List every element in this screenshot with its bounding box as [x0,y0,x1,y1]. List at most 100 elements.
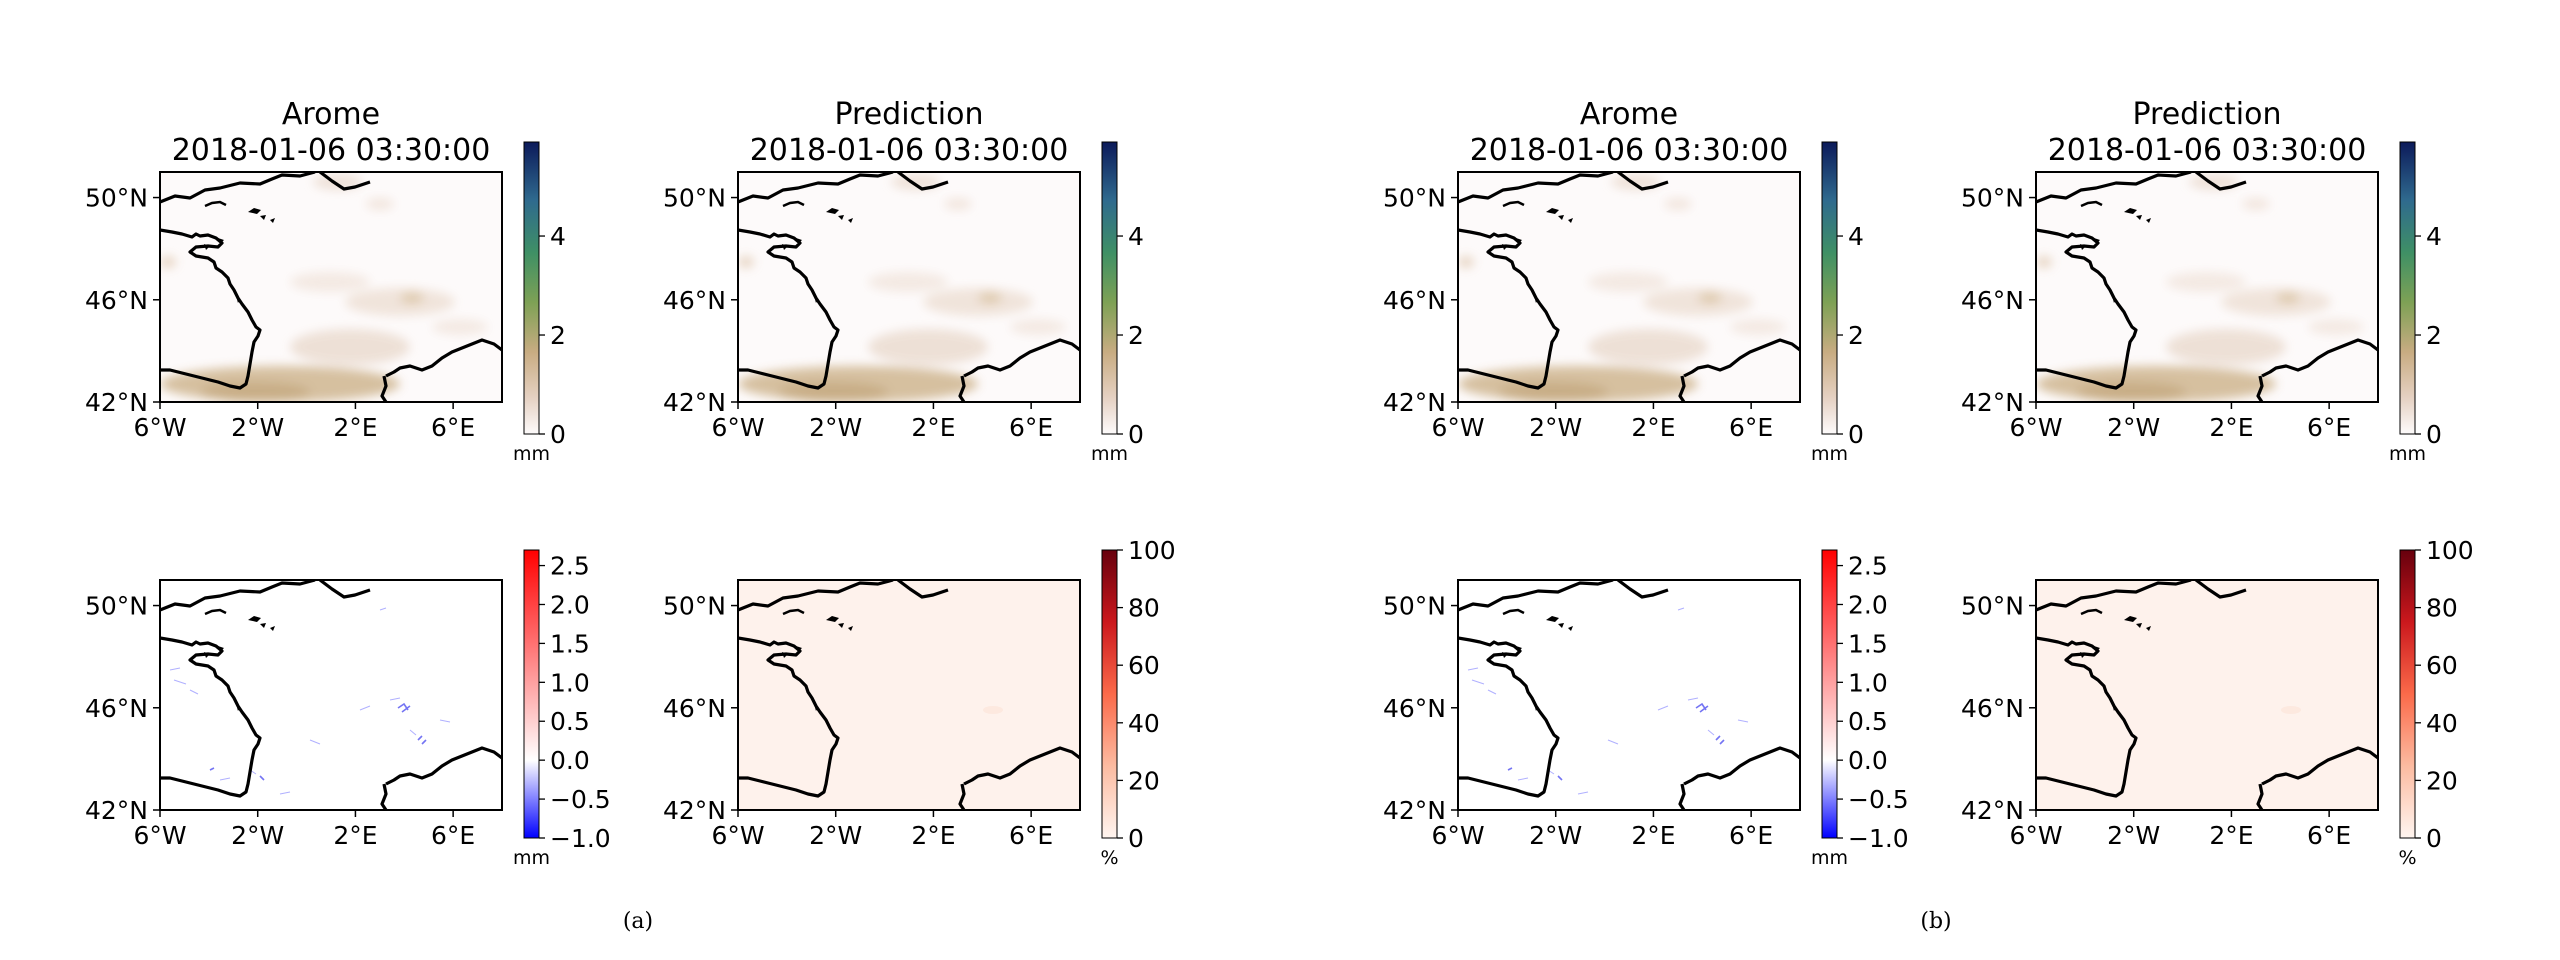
colorbar-tick-label: 2.0 [550,590,590,619]
x-tick-label: 2°W [1529,821,1582,850]
map-panel-a-r2c1: 6°W 2°W 2°E 6°E 50°N 46°N 42°N −1.0 −0.5 0.0 0.5 1.… [85,549,611,869]
colorbar-tick-label: 4 [550,222,566,251]
map-frame [2035,579,2379,811]
data-field [2036,172,2378,402]
y-tick-label: 42°N [663,388,726,417]
map-panel-b-r2c2: 6°W 2°W 2°E 6°E 50°N 46°N 42°N 0 20 40 60 80 100% [1961,536,2474,869]
colorbar-tick-label: 4 [2426,222,2442,251]
colorbar-tick-label: 80 [1128,594,1160,623]
panel-timestamp: 2018-01-06 03:30:00 [1470,133,1789,168]
colorbar-tick-label: 2.5 [550,552,590,581]
colorbar-unit: % [1100,847,1118,869]
colorbar-tick-label: 0 [1128,824,1144,853]
y-tick-label: 42°N [663,796,726,825]
x-tick-label: 6°W [2009,413,2062,442]
colorbar-unit: mm [2389,443,2426,465]
y-tick-label: 46°N [663,286,726,315]
data-field [738,172,1080,402]
colorbar [1101,141,1118,435]
colorbar-unit: mm [1811,443,1848,465]
panel-timestamp: 2018-01-06 03:30:00 [750,133,1069,168]
x-tick-label: 2°E [911,821,955,850]
colorbar-tick-label: 20 [1128,766,1160,795]
colorbar-tick-label: 0 [2426,824,2442,853]
x-tick-label: 6°E [1729,821,1773,850]
y-tick-label: 50°N [1961,592,2024,621]
map-area [738,172,1080,402]
x-tick-label: 6°E [2307,821,2351,850]
colorbar-tick-label: 0 [2426,420,2442,449]
colorbar-tick-label: 0.5 [1848,707,1888,736]
colorbar-tick-label: 0 [1848,420,1864,449]
map-frame [2035,171,2379,403]
y-tick-label: 50°N [85,592,148,621]
y-tick-label: 46°N [663,694,726,723]
y-tick-label: 50°N [663,184,726,213]
colorbar-unit: % [2398,847,2416,869]
x-tick-label: 2°W [1529,413,1582,442]
x-tick-label: 2°E [911,413,955,442]
map-frame [1457,171,1801,403]
sub-label-b: (b) [1920,909,1951,934]
colorbar-unit: mm [1091,443,1128,465]
x-tick-label: 6°E [1009,413,1053,442]
colorbar-tick-label: −1.0 [550,824,611,853]
colorbar-tick-label: 0.0 [1848,746,1888,775]
colorbar-tick-label: −0.5 [550,785,611,814]
colorbar-tick-label: 1.5 [1848,629,1888,658]
x-tick-label: 2°W [2107,413,2160,442]
colorbar-tick-label: 1.0 [1848,668,1888,697]
map-frame [159,579,503,811]
colorbar-tick-label: 4 [1848,222,1864,251]
data-field [2036,580,2378,810]
colorbar [2399,549,2416,839]
colorbar-tick-label: 2 [550,321,566,350]
y-tick-label: 46°N [1383,694,1446,723]
x-tick-label: 6°W [1431,821,1484,850]
x-tick-label: 2°W [809,821,862,850]
colorbar-unit: mm [513,847,550,869]
y-tick-label: 42°N [85,796,148,825]
x-tick-label: 6°E [431,413,475,442]
panel-title: Prediction [2132,97,2281,132]
x-tick-label: 2°E [1631,413,1675,442]
x-tick-label: 6°W [133,821,186,850]
colorbar-tick-label: 0.5 [550,707,590,736]
x-tick-label: 2°E [333,821,377,850]
x-tick-label: 2°W [809,413,862,442]
x-tick-label: 2°E [2209,821,2253,850]
map-frame [737,579,1081,811]
colorbar-tick-label: 2 [1848,321,1864,350]
y-tick-label: 42°N [1383,796,1446,825]
colorbar-tick-label: 2.5 [1848,552,1888,581]
x-tick-label: 6°W [711,413,764,442]
colorbar-tick-label: 2.0 [1848,590,1888,619]
colorbar-tick-label: 2 [2426,321,2442,350]
colorbar [1101,549,1118,839]
x-tick-label: 6°E [2307,413,2351,442]
colorbar-unit: mm [1811,847,1848,869]
colorbar-tick-label: 60 [1128,651,1160,680]
y-tick-label: 46°N [85,286,148,315]
x-tick-label: 6°W [1431,413,1484,442]
x-tick-label: 2°W [2107,821,2160,850]
y-tick-label: 42°N [1961,796,2024,825]
y-tick-label: 50°N [1961,184,2024,213]
map-area [2036,172,2378,402]
colorbar-tick-label: 100 [2426,536,2474,565]
map-area [738,580,1080,810]
y-tick-label: 42°N [1383,388,1446,417]
colorbar-tick-label: 1.5 [550,629,590,658]
y-tick-label: 46°N [1961,694,2024,723]
y-tick-label: 46°N [1961,286,2024,315]
map-panel-a-r2c2: 6°W 2°W 2°E 6°E 50°N 46°N 42°N 0 20 40 60 80 100% [663,536,1176,869]
x-tick-label: 6°W [711,821,764,850]
colorbar [1821,549,1838,839]
map-area [160,580,502,810]
map-frame [737,171,1081,403]
panel-title: Prediction [834,97,983,132]
